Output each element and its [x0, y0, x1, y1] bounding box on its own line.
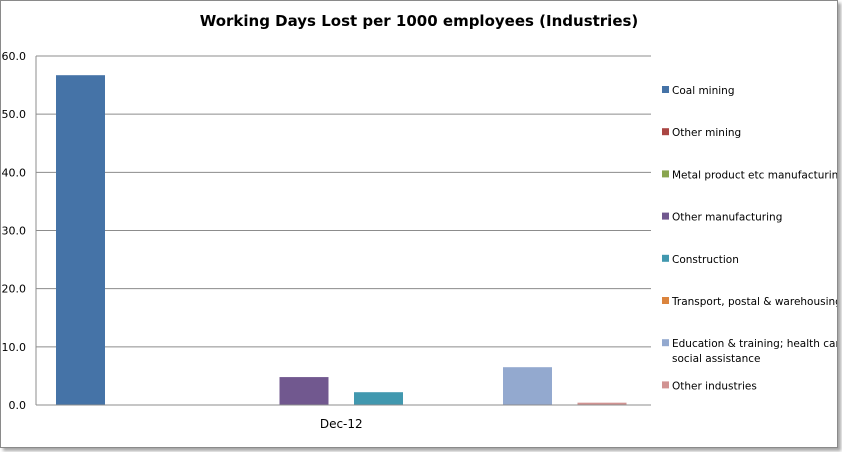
grid-lines	[36, 55, 651, 348]
legend-swatch	[662, 212, 669, 220]
legend-label: Other industries	[672, 380, 757, 392]
legend-item: Other industries	[662, 380, 757, 392]
bar-other-manufacturing	[279, 377, 329, 405]
legend-item: Other mining	[662, 127, 741, 139]
y-tick-label: 30.0	[2, 225, 27, 238]
bar-coal-mining	[56, 75, 105, 405]
legend-label: Metal product etc manufacturing	[672, 169, 837, 181]
legend-label: Transport, postal & warehousing	[671, 296, 837, 308]
y-tick-label: 40.0	[2, 166, 27, 179]
legend-swatch	[662, 381, 669, 389]
legend-label: Other mining	[672, 127, 741, 139]
bar-education-training-health-care-social-assistance	[503, 367, 552, 405]
legend-item: Construction	[662, 254, 739, 266]
y-tick-label: 50.0	[2, 108, 27, 121]
bars	[56, 75, 627, 405]
legend-label: Education & training; health care &	[672, 338, 837, 350]
legend-item: Coal mining	[662, 85, 734, 97]
legend-swatch	[662, 339, 669, 347]
legend-label: Coal mining	[672, 85, 734, 97]
y-tick-label: 10.0	[2, 341, 27, 354]
bar-other-industries	[577, 402, 627, 405]
legend-label: Construction	[672, 254, 739, 266]
legend-swatch	[662, 254, 669, 262]
legend-swatch	[662, 297, 669, 304]
legend-swatch	[662, 86, 669, 93]
legend-item: Transport, postal & warehousing	[662, 296, 837, 308]
x-axis-category-label: Dec-12	[320, 417, 363, 431]
legend-item: Other manufacturing	[662, 212, 782, 224]
legend-item: Education & training; health care & socia…	[662, 338, 837, 365]
bar-construction	[354, 392, 403, 405]
legend: Coal mining Other mining Metal product etc…	[662, 85, 837, 392]
legend-item: Metal product etc manufacturing	[662, 169, 837, 181]
legend-swatch	[662, 170, 669, 178]
legend-swatch	[662, 128, 669, 136]
y-tick-label: 20.0	[2, 283, 27, 296]
legend-label: Other manufacturing	[672, 212, 782, 224]
chart-title: Working Days Lost per 1000 employees (In…	[200, 12, 639, 30]
legend-label: social assistance	[672, 353, 760, 365]
y-tick-label: 60.0	[2, 50, 27, 63]
y-tick-label: 0.0	[9, 399, 27, 412]
y-axis-tick-labels: 0.0 10.0 20.0 30.0 40.0 50.0 60.0	[2, 50, 27, 412]
chart-canvas: Working Days Lost per 1000 employees (In…	[2, 12, 838, 431]
